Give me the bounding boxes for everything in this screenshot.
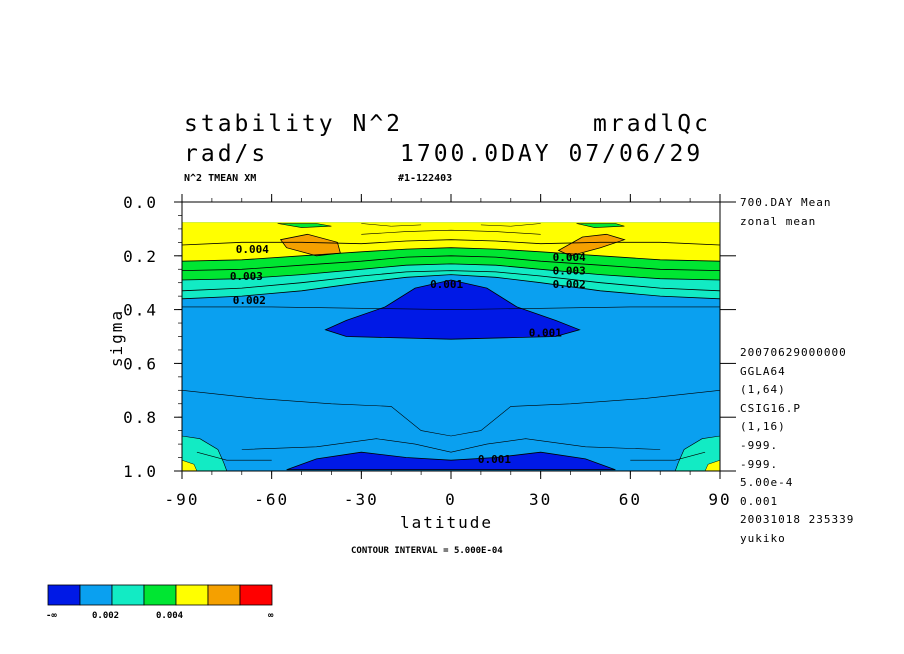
contour-label: 0.004	[553, 251, 586, 264]
side-info-line: -999.	[740, 439, 779, 452]
contour-label: 0.004	[236, 243, 269, 256]
contour-line	[361, 229, 541, 235]
x-tick-label: 90	[708, 490, 731, 509]
x-tick-label: 30	[529, 490, 552, 509]
fill-surface-minimum	[286, 451, 616, 471]
colorbar-label: 0.004	[156, 611, 184, 621]
chart-title: stability N^2	[184, 111, 404, 137]
side-info-line: 0.001	[740, 494, 779, 508]
y-tick-label: 1.0	[123, 462, 158, 481]
colorbar-swatch	[111, 584, 145, 606]
contour-line	[241, 438, 661, 453]
side-info-line: 20070629000000	[740, 346, 847, 359]
contour-line	[181, 263, 721, 281]
side-info-line: GGLA64	[740, 364, 786, 378]
side-info-line: -999.	[740, 457, 779, 471]
contour-label: 0.003	[553, 265, 586, 278]
contour-line	[181, 247, 721, 262]
side-info-line: yukiko	[740, 532, 786, 545]
contour-line	[181, 255, 721, 271]
colorbar-label: -∞	[46, 611, 57, 621]
x-axis-label: latitude	[400, 513, 494, 532]
contour-line	[480, 223, 541, 227]
y-tick-label: 0.4	[123, 301, 158, 320]
colorbar-swatch	[143, 584, 177, 606]
side-info-line: CSIG16.P	[740, 401, 801, 415]
colorbar-swatch	[175, 584, 209, 606]
contour-line	[181, 274, 721, 300]
fill-top-patch-north	[576, 223, 625, 228]
fill-peak-north	[557, 233, 626, 257]
y-tick-label: 0.8	[123, 408, 158, 427]
x-tick-label: 0	[445, 490, 457, 509]
y-tick-label: 0.0	[123, 193, 158, 212]
contour-interval: CONTOUR INTERVAL = 5.000E-04	[351, 546, 503, 556]
colorbar-swatch	[47, 584, 81, 606]
variable-label: N^2 TMEAN XM	[184, 173, 257, 184]
side-info-line: 20031018 235339	[740, 513, 855, 527]
colorbar-swatch	[79, 584, 113, 606]
fill-band-green	[182, 247, 720, 271]
side-info-line: (1,16)	[740, 420, 786, 434]
side-info-line: (1,64)	[740, 383, 786, 397]
contour-line	[182, 306, 720, 310]
contour-label: 0.003	[230, 270, 263, 283]
contour-label: 0.002	[233, 294, 266, 307]
contour-line	[361, 223, 422, 227]
colorbar-swatch	[207, 584, 241, 606]
x-tick-label: -30	[344, 490, 379, 509]
units-label: rad/s	[184, 141, 269, 167]
experiment-name: mradlQc	[593, 111, 711, 137]
fill-band-green	[182, 255, 720, 280]
x-tick-label: -90	[165, 490, 200, 509]
side-info-line: 5.00e-4	[740, 476, 794, 490]
contour-line	[630, 451, 706, 461]
contour-label: 0.002	[553, 278, 586, 291]
contour-label: 0.001	[529, 327, 562, 340]
y-tick-label: 0.2	[123, 247, 158, 266]
fill-top-patch-south	[277, 223, 332, 228]
y-tick-label: 0.6	[123, 354, 158, 373]
contour-line	[181, 390, 721, 437]
contour-line	[196, 451, 272, 461]
contour-line	[181, 239, 721, 246]
colorbar-label: ∞	[268, 611, 274, 621]
colorbar-label: 0.002	[92, 611, 119, 621]
contour-label: 0.001	[430, 278, 463, 291]
contour-line	[181, 270, 721, 292]
contour-label: 0.001	[478, 453, 511, 466]
file-label: #1-122403	[398, 173, 453, 184]
side-info-line: zonal mean	[740, 215, 817, 228]
time-label: 1700.0DAY 07/06/29	[400, 141, 704, 167]
x-tick-label: -60	[254, 490, 289, 509]
x-tick-label: 60	[619, 490, 642, 509]
colorbar-swatch	[239, 584, 273, 606]
side-info-line: 700.DAY Mean	[740, 196, 832, 209]
